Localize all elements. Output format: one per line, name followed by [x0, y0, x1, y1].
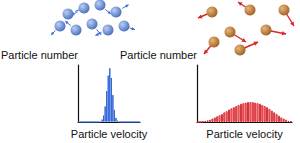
- svg-text:Particle velocity: Particle velocity: [206, 128, 283, 140]
- svg-text:Particle velocity: Particle velocity: [71, 128, 148, 140]
- svg-text:Particle number: Particle number: [1, 49, 78, 61]
- svg-text:Particle number: Particle number: [120, 49, 197, 61]
